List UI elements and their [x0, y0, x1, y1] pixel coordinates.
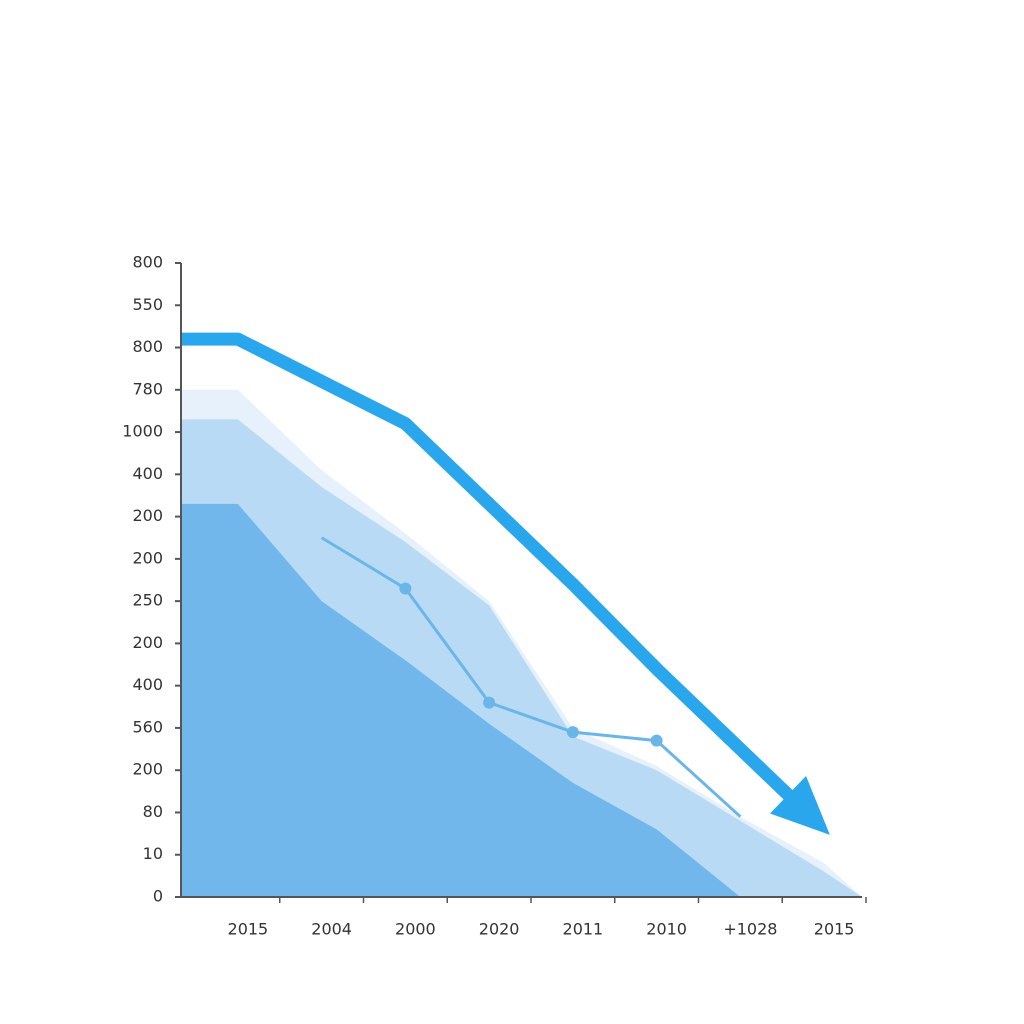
- point: [483, 696, 496, 709]
- y-tick-label: 200: [132, 548, 163, 567]
- y-tick-label: 0: [153, 887, 163, 906]
- y-tick-label: 250: [132, 591, 163, 610]
- trend-arrow: [181, 332, 807, 814]
- arrow-head: [770, 776, 830, 835]
- x-tick-label: 2015: [814, 920, 855, 939]
- y-tick-label: 80: [143, 802, 163, 821]
- x-tick-label: 2011: [563, 920, 604, 939]
- point: [399, 582, 412, 595]
- y-tick-label: 780: [132, 379, 163, 398]
- x-tick-label: 2004: [311, 920, 352, 939]
- x-tick-label: 2015: [228, 920, 269, 939]
- y-tick-label: 10: [143, 844, 163, 863]
- y-tick-label: 400: [132, 675, 163, 694]
- line: [320, 536, 742, 818]
- y-tick-label: 200: [132, 760, 163, 779]
- y-tick-label: 550: [132, 295, 163, 314]
- area: [181, 503, 862, 897]
- y-tick-label: 200: [132, 633, 163, 652]
- y-tick-label: 200: [132, 506, 163, 525]
- x-tick-label: 2000: [395, 920, 436, 939]
- x-tick-label: +1028: [723, 920, 777, 939]
- y-tick-label: 1000: [122, 422, 163, 441]
- x-tick-label: 2020: [479, 920, 520, 939]
- y-tick-label: 800: [132, 337, 163, 356]
- point: [566, 726, 579, 739]
- x-tick-label: 2010: [646, 920, 687, 939]
- point: [650, 734, 663, 747]
- y-tick-label: 560: [132, 717, 163, 736]
- y-tick-label: 400: [132, 464, 163, 483]
- y-tick-label: 800: [132, 253, 163, 272]
